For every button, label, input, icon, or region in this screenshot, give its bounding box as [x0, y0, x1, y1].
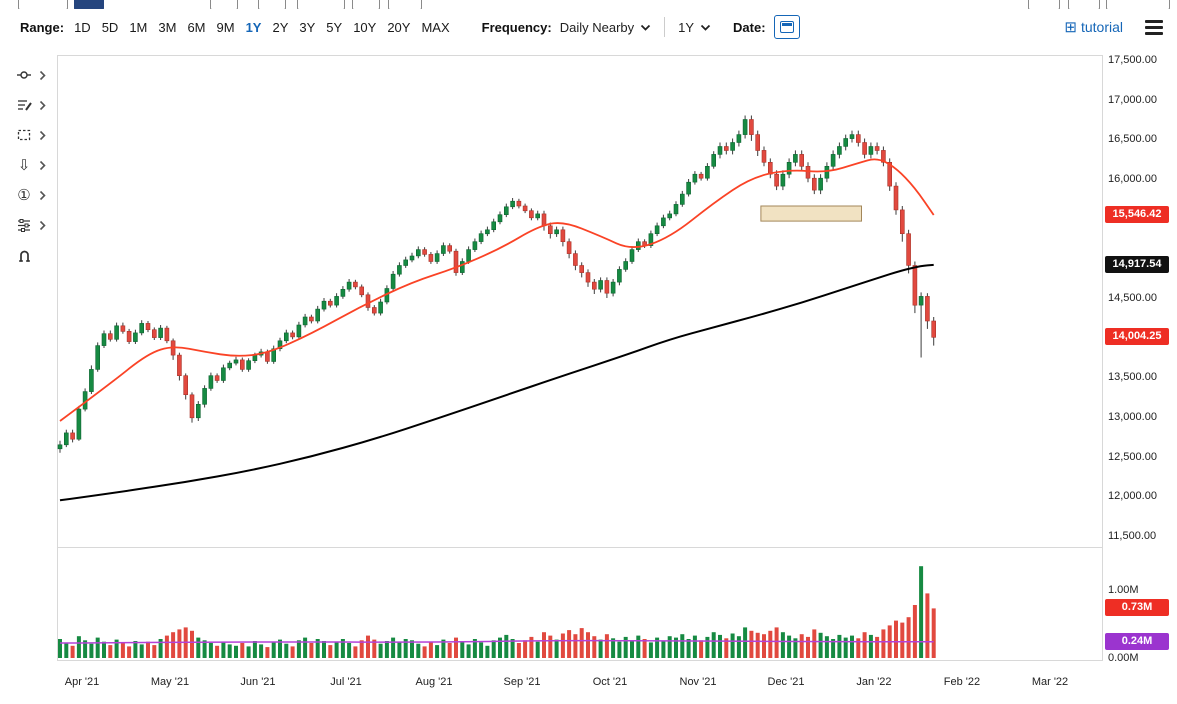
magnet-tool-button[interactable] [8, 240, 56, 270]
clipped-control [258, 0, 286, 9]
clipped-control [1068, 0, 1100, 9]
price-flag-ma-fast-red: 15,546.42 [1105, 205, 1169, 223]
x-axis-label: May '21 [150, 676, 190, 688]
clipped-control [297, 0, 345, 9]
clipped-control [388, 0, 422, 9]
notes-tool-button[interactable] [8, 90, 56, 120]
chevron-right-icon [39, 130, 46, 140]
chevron-right-icon [39, 220, 46, 230]
clipped-top-toolbar [0, 0, 1177, 9]
price-tick: 14,500.00 [1108, 291, 1157, 304]
range-option-6m[interactable]: 6M [187, 19, 206, 35]
price-tick: 12,500.00 [1108, 450, 1157, 463]
shapes-tool-icon [17, 129, 31, 141]
range-option-5y[interactable]: 5Y [326, 19, 343, 35]
notes-tool-icon [18, 100, 32, 111]
x-axis-label: Jun '21 [240, 676, 276, 688]
range-option-20y[interactable]: 20Y [387, 19, 411, 35]
price-tick: 16,000.00 [1108, 172, 1157, 185]
date-label: Date: [733, 19, 766, 35]
grid-icon: ⊞ [1064, 18, 1077, 36]
period-dropdown[interactable]: 1Y [678, 20, 711, 35]
clipped-control [352, 0, 380, 9]
x-axis-label: Jan '22 [856, 676, 892, 688]
shapes-tool-button[interactable] [8, 120, 56, 150]
calendar-button[interactable] [773, 15, 800, 39]
range-option-9m[interactable]: 9M [216, 19, 235, 35]
clipped-control [1028, 0, 1060, 9]
chart-toolbar: Range: 1D 5D 1M 3M 6M 9M 1Y 2Y 3Y 5Y 10Y 20Y MAX Fre… [0, 9, 1177, 45]
measure-tool-button[interactable] [8, 60, 56, 90]
arrow-tool-icon: ⇩ [17, 156, 31, 174]
frequency-value: Daily Nearby [559, 19, 635, 35]
chevron-right-icon [39, 100, 46, 110]
drawing-tools-sidebar: ⇩ ① [8, 60, 56, 270]
range-option-1y[interactable]: 1Y [245, 19, 262, 35]
x-axis-label: Sep '21 [503, 676, 541, 688]
x-axis-label: Nov '21 [679, 676, 717, 688]
clipped-control [210, 0, 238, 9]
indicator-settings-tool-button[interactable] [8, 210, 56, 240]
x-axis-label: Mar '22 [1031, 676, 1069, 688]
toolbar-divider [664, 17, 666, 37]
price-tick: 13,000.00 [1108, 410, 1157, 423]
price-tick: 17,500.00 [1108, 54, 1157, 66]
range-label: Range: [20, 19, 65, 35]
chevron-right-icon [39, 160, 46, 170]
arrow-tool-button[interactable]: ⇩ [8, 150, 56, 180]
range-option-5d[interactable]: 5D [101, 19, 119, 35]
range-option-2y[interactable]: 2Y [272, 19, 289, 35]
volume-pane [57, 547, 1103, 661]
x-axis-label: Dec '21 [767, 676, 805, 688]
menu-icon[interactable] [1145, 19, 1163, 35]
chevron-down-icon [700, 24, 711, 31]
volume-tick: 1.00M [1108, 584, 1139, 596]
number-annotation-tool-button[interactable]: ① [8, 180, 56, 210]
tutorial-label: tutorial [1080, 19, 1123, 35]
tutorial-link[interactable]: ⊞ tutorial [1064, 19, 1123, 35]
price-tick: 17,000.00 [1108, 93, 1157, 106]
frequency-dropdown[interactable]: Daily Nearby [560, 20, 651, 35]
chevron-down-icon [641, 24, 651, 31]
price-tick: 13,500.00 [1108, 371, 1157, 384]
price-tick: 12,000.00 [1108, 490, 1157, 503]
range-option-10y[interactable]: 10Y [353, 19, 377, 35]
price-tick: 16,500.00 [1108, 133, 1157, 146]
price-pane [57, 55, 1103, 547]
clipped-control [74, 0, 104, 9]
price-flag-last-price: 14,004.25 [1105, 328, 1169, 346]
x-axis-label: Jul '21 [330, 676, 362, 688]
volume-flag-latest-volume: 0.73M [1105, 599, 1169, 617]
volume-flag-average-volume: 0.24M [1105, 632, 1169, 650]
x-axis-label: Aug '21 [415, 676, 453, 688]
x-axis-label: Oct '21 [592, 676, 628, 688]
measure-tool-icon [17, 71, 31, 79]
x-axis-label: Apr '21 [64, 676, 100, 688]
volume-tick: 0.00M [1108, 652, 1139, 664]
clipped-control [1106, 0, 1170, 9]
range-options: 1D 5D 1M 3M 6M 9M 1Y 2Y 3Y 5Y 10Y 20Y MAX [74, 20, 450, 35]
price-flag-ma-slow-black: 14,917.54 [1105, 255, 1169, 273]
price-tick: 11,500.00 [1108, 529, 1157, 542]
chevron-right-icon [39, 190, 46, 200]
number-annotation-icon: ① [17, 186, 31, 204]
frequency-label: Frequency: [481, 19, 552, 35]
clipped-control [18, 0, 68, 9]
period-value: 1Y [678, 19, 695, 35]
x-axis-label: Feb '22 [943, 676, 981, 688]
range-option-1m[interactable]: 1M [129, 19, 148, 35]
magnet-icon [19, 250, 30, 262]
sliders-icon [18, 219, 30, 232]
calendar-icon [779, 21, 794, 33]
range-option-3y[interactable]: 3Y [299, 19, 316, 35]
chevron-right-icon [39, 70, 46, 80]
range-option-1d[interactable]: 1D [74, 19, 91, 35]
range-option-max[interactable]: MAX [421, 19, 450, 35]
range-option-3m[interactable]: 3M [158, 19, 177, 35]
